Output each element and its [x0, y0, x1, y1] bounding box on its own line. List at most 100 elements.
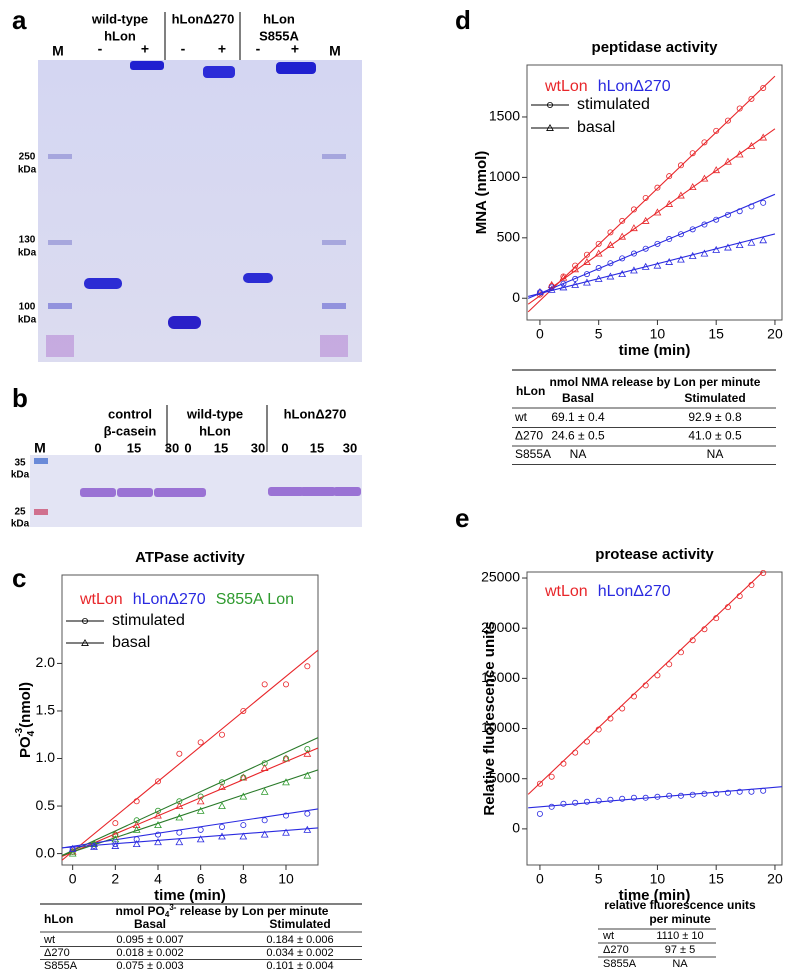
- data-point: [701, 790, 708, 797]
- data-point: [154, 831, 161, 838]
- data-point: [239, 832, 248, 840]
- data-point: [677, 191, 685, 199]
- data-point: [712, 245, 721, 253]
- data-point: [154, 807, 161, 814]
- data-point: [133, 817, 140, 824]
- data-point: [303, 749, 312, 757]
- lane-label: 0: [184, 440, 191, 455]
- data-point: [677, 231, 684, 238]
- chart-title: protease activity: [595, 546, 714, 563]
- data-point: [688, 251, 697, 259]
- data-point: [747, 238, 756, 246]
- data-point: [154, 838, 162, 846]
- header-sub: 4: [165, 910, 170, 919]
- table-cell: NA: [570, 447, 587, 461]
- data-point: [594, 249, 603, 257]
- table-header: nmol PO43- release by Lon per minute: [116, 903, 329, 919]
- data-point: [641, 262, 650, 270]
- data-point: [642, 682, 649, 689]
- data-point: [618, 232, 627, 240]
- data-point: [724, 211, 731, 218]
- panel-label: e: [455, 503, 469, 533]
- lane-label: +: [218, 41, 226, 57]
- fit-line: [527, 193, 776, 299]
- fit-line: [527, 75, 776, 313]
- x-tick-label: 6: [197, 871, 205, 887]
- data-point: [724, 117, 731, 124]
- data-point: [760, 787, 767, 794]
- table-cell: 0.095 ± 0.007: [116, 934, 183, 946]
- data-point: [701, 139, 708, 146]
- data-point: [176, 798, 183, 805]
- table-cell: 69.1 ± 0.4: [551, 410, 605, 424]
- data-point: [760, 570, 767, 577]
- row-label: wt: [602, 930, 614, 942]
- data-point: [303, 825, 312, 833]
- data-point: [571, 265, 580, 273]
- size-value: 100: [19, 302, 36, 313]
- group-label: hLon: [104, 28, 136, 43]
- data-point: [701, 221, 708, 228]
- data-point: [132, 840, 141, 848]
- data-point: [595, 240, 602, 247]
- data-point: [666, 661, 673, 668]
- data-point: [583, 798, 590, 805]
- header-part: nmol PO: [116, 904, 165, 918]
- x-axis-label: time (min): [619, 887, 691, 904]
- data-point: [176, 750, 183, 757]
- data-point: [583, 251, 590, 258]
- data-point: [548, 803, 555, 810]
- data-point: [760, 84, 767, 91]
- data-point: [759, 133, 768, 141]
- data-point: [759, 236, 768, 244]
- data-point: [560, 760, 567, 767]
- column-header: Stimulated: [684, 391, 745, 405]
- table-cell: 24.6 ± 0.5: [551, 429, 605, 443]
- data-point: [303, 771, 312, 779]
- lane-label: 30: [251, 440, 265, 455]
- data-point: [700, 249, 709, 257]
- y-tick-label: 1.5: [36, 702, 56, 718]
- y-tick-label: 10000: [481, 719, 520, 735]
- size-value: 25: [14, 507, 26, 518]
- x-tick-label: 5: [595, 326, 603, 342]
- data-point: [559, 273, 568, 281]
- marker-lane-label: M: [52, 43, 64, 59]
- group-label: hLonΔ270: [284, 406, 347, 421]
- data-point: [689, 791, 696, 798]
- data-point: [724, 157, 732, 165]
- y-label-sup: -3: [14, 727, 25, 736]
- data-point: [630, 206, 637, 213]
- fit-line: [62, 649, 318, 861]
- data-point: [713, 790, 720, 797]
- data-point: [282, 778, 290, 786]
- data-point: [736, 788, 743, 795]
- data-point: [260, 830, 269, 838]
- table-cell: 0.075 ± 0.003: [116, 960, 183, 972]
- data-point: [619, 705, 626, 712]
- y-tick-label: 15000: [481, 669, 520, 685]
- gel-b-image: [30, 405, 362, 527]
- data-point: [112, 831, 119, 838]
- size-value: 250: [19, 152, 36, 163]
- data-point: [583, 257, 591, 265]
- data-point: [654, 240, 661, 247]
- data-point: [760, 199, 767, 206]
- lane-label: -: [181, 41, 186, 57]
- column-header: Stimulated: [269, 917, 330, 931]
- lane-label: 15: [310, 440, 324, 455]
- plot-frame: [526, 571, 783, 866]
- group-label: hLon: [199, 423, 231, 438]
- x-tick-label: 10: [278, 871, 294, 887]
- row-label: Δ270: [44, 947, 70, 959]
- data-point: [132, 825, 141, 833]
- legend-entry: S855A Lon: [216, 591, 294, 608]
- data-point: [175, 802, 184, 810]
- row-label: S855A: [603, 958, 637, 970]
- column-header: Basal: [562, 391, 594, 405]
- data-point: [218, 779, 225, 786]
- fit-line: [527, 128, 776, 305]
- data-point: [133, 798, 140, 805]
- table-cell: 0.018 ± 0.002: [116, 947, 183, 959]
- fit-line: [62, 769, 318, 857]
